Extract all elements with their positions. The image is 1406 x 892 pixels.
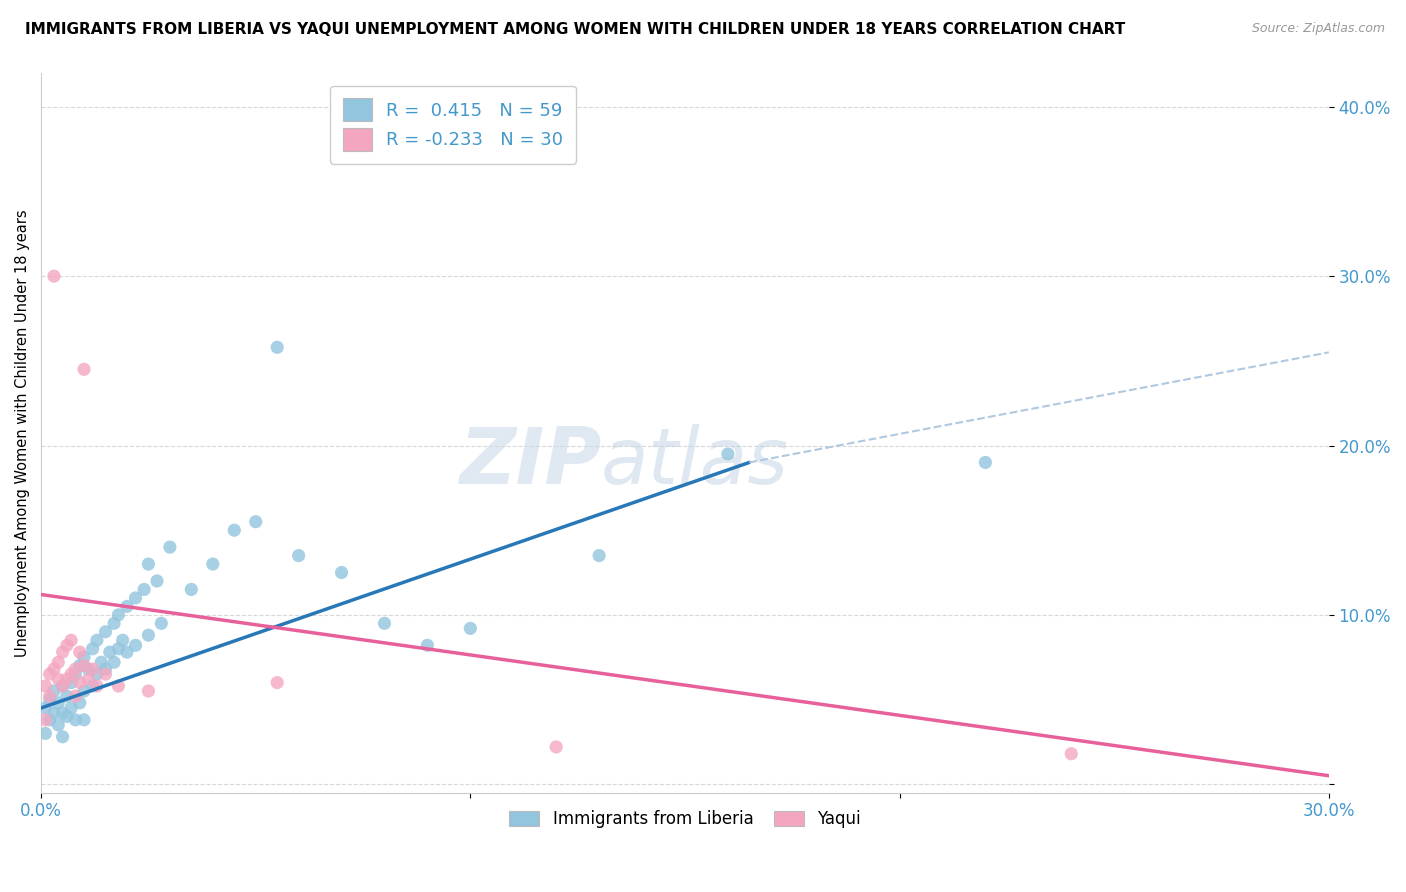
Point (134, 582, 156, 597)
Point (65, 713, 87, 727)
Point (330, 566, 353, 580)
Point (42, 684, 65, 698)
Point (90, 655, 112, 669)
Point (138, 628, 160, 642)
Point (111, 633, 134, 648)
Point (159, 540, 181, 554)
Point (69, 645, 91, 659)
Point (245, 515, 267, 529)
Point (34, 679, 56, 693)
Point (373, 616, 395, 631)
Point (42, 269, 65, 284)
Point (56, 709, 79, 723)
Point (73, 684, 96, 698)
Point (52, 730, 75, 744)
Point (146, 574, 169, 588)
Point (38, 667, 60, 681)
Point (115, 599, 138, 614)
Point (34, 701, 56, 715)
Point (73, 362, 96, 376)
Point (46, 672, 69, 686)
Point (60, 675, 83, 690)
Point (1060, 747, 1083, 761)
Point (73, 713, 96, 727)
Point (416, 638, 439, 652)
Legend: Immigrants from Liberia, Yaqui: Immigrants from Liberia, Yaqui (503, 804, 868, 835)
Point (46, 655, 69, 669)
Point (138, 684, 160, 698)
Point (34, 713, 56, 727)
Y-axis label: Unemployment Among Women with Children Under 18 years: Unemployment Among Women with Children U… (15, 209, 30, 657)
Point (52, 679, 75, 693)
Point (38, 692, 60, 706)
Point (588, 549, 610, 563)
Point (86, 633, 108, 648)
Point (65, 689, 87, 703)
Point (82, 679, 104, 693)
Point (69, 675, 91, 690)
Point (73, 650, 96, 665)
Point (56, 689, 79, 703)
Point (38, 713, 60, 727)
Point (52, 706, 75, 720)
Point (287, 549, 309, 563)
Point (103, 616, 125, 631)
Point (38, 689, 60, 703)
Point (65, 667, 87, 681)
Point (60, 633, 83, 648)
Point (460, 621, 482, 635)
Point (180, 582, 202, 597)
Point (60, 667, 83, 681)
Point (82, 662, 104, 676)
Point (717, 447, 740, 461)
Point (56, 672, 79, 686)
Point (107, 641, 129, 656)
Point (34, 726, 56, 740)
Point (77, 672, 100, 686)
Point (974, 455, 997, 469)
Point (266, 675, 288, 690)
Point (46, 696, 69, 710)
Point (56, 638, 79, 652)
Point (224, 523, 246, 537)
Point (115, 645, 138, 659)
Point (124, 638, 146, 652)
Point (82, 641, 104, 656)
Point (546, 739, 568, 754)
Text: ZIP: ZIP (458, 424, 602, 500)
Point (124, 591, 146, 605)
Text: Source: ZipAtlas.com: Source: ZipAtlas.com (1251, 22, 1385, 36)
Point (42, 662, 65, 676)
Point (98, 645, 121, 659)
Point (69, 658, 91, 673)
Text: IMMIGRANTS FROM LIBERIA VS YAQUI UNEMPLOYMENT AMONG WOMEN WITH CHILDREN UNDER 18: IMMIGRANTS FROM LIBERIA VS YAQUI UNEMPLO… (25, 22, 1126, 37)
Text: atlas: atlas (602, 424, 789, 500)
Point (150, 616, 173, 631)
Point (60, 701, 83, 715)
Point (65, 662, 87, 676)
Point (94, 662, 117, 676)
Point (52, 679, 75, 693)
Point (201, 557, 224, 571)
Point (77, 662, 100, 676)
Point (73, 658, 96, 673)
Point (69, 696, 91, 710)
Point (46, 718, 69, 732)
Point (42, 706, 65, 720)
Point (138, 557, 160, 571)
Point (94, 667, 117, 681)
Point (103, 655, 125, 669)
Point (107, 679, 129, 693)
Point (86, 679, 108, 693)
Point (94, 624, 117, 639)
Point (266, 340, 288, 354)
Point (86, 667, 108, 681)
Point (107, 607, 129, 622)
Point (52, 645, 75, 659)
